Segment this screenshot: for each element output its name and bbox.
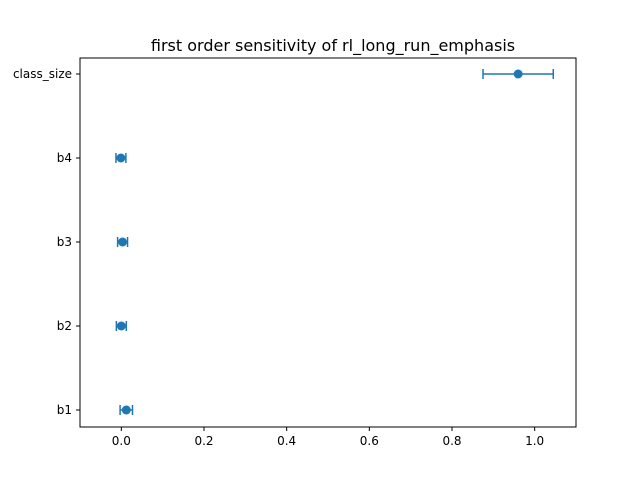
y-tick-label: b3 — [57, 235, 72, 249]
data-point — [116, 321, 126, 331]
x-tick-label: 1.0 — [525, 434, 544, 448]
x-tick-label: 0.8 — [442, 434, 461, 448]
x-axis: 0.0 0.2 0.4 0.6 0.8 1.0 — [112, 427, 544, 448]
y-tick-label: b2 — [57, 319, 72, 333]
y-axis: b1 b2 b3 b4 class_size — [13, 67, 80, 417]
chart-title: first order sensitivity of rl_long_run_e… — [151, 36, 515, 56]
y-tick-label: b1 — [57, 403, 72, 417]
errorbar-class_size — [482, 69, 555, 79]
data-point — [121, 405, 131, 415]
data-point — [116, 153, 126, 163]
data-point — [513, 69, 523, 79]
y-tick-label: class_size — [13, 67, 72, 81]
errorbar-b2 — [115, 321, 128, 331]
x-tick-label: 0.0 — [112, 434, 131, 448]
y-tick-label: b4 — [57, 151, 72, 165]
plot-frame — [79, 57, 577, 428]
errorbar-b1 — [119, 405, 134, 415]
x-tick-label: 0.4 — [277, 434, 296, 448]
data-point — [118, 237, 128, 247]
errorbar-b4 — [115, 153, 127, 163]
x-tick-label: 0.6 — [360, 434, 379, 448]
errorbar-b3 — [116, 237, 129, 247]
x-tick-label: 0.2 — [194, 434, 213, 448]
plot-marks — [115, 69, 555, 415]
